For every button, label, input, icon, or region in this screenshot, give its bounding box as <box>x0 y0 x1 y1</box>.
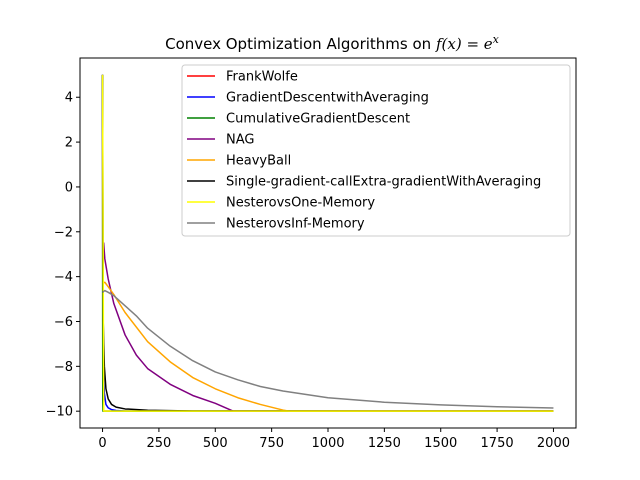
y-tick-label-1: 2 <box>65 136 73 151</box>
legend-label-4: HeavyBall <box>226 154 291 169</box>
y-tick-label-4: −4 <box>54 270 73 285</box>
y-axis-ticks: 4 2 0 −2 −4 −6 −8 −10 <box>46 91 80 420</box>
y-tick-label-2: 0 <box>65 180 73 195</box>
legend-label-7: NesterovsInf-Memory <box>226 217 365 232</box>
y-tick-label-0: 4 <box>65 91 73 106</box>
x-tick-label-5: 1250 <box>368 436 401 451</box>
legend-items: FrankWolfe GradientDescentwithAveraging Cu… <box>187 70 541 232</box>
series-line-7 <box>102 289 554 409</box>
series-line-4 <box>102 281 554 412</box>
x-tick-label-0: 0 <box>98 436 106 451</box>
legend-label-2: CumulativeGradientDescent <box>226 112 410 127</box>
chart-title: Convex Optimization Algorithms on f(x) =… <box>165 33 500 53</box>
x-tick-label-8: 2000 <box>537 436 570 451</box>
x-tick-label-7: 1750 <box>481 436 514 451</box>
y-tick-label-3: −2 <box>54 225 73 240</box>
x-tick-label-6: 1500 <box>424 436 457 451</box>
series-line-6 <box>101 74 554 412</box>
series-layer <box>101 74 554 412</box>
y-tick-label-5: −6 <box>54 315 73 330</box>
chart-title-math: f(x) = e <box>435 35 493 53</box>
legend-label-0: FrankWolfe <box>226 70 298 85</box>
series-line-3 <box>102 242 554 412</box>
x-tick-label-3: 750 <box>259 436 284 451</box>
x-axis-ticks: 0 250 500 750 1000 1250 1500 1750 2000 <box>98 428 570 451</box>
legend: FrankWolfe GradientDescentwithAveraging Cu… <box>181 64 571 237</box>
legend-label-3: NAG <box>226 133 254 148</box>
legend-box <box>181 64 571 237</box>
y-tick-label-7: −10 <box>46 405 73 420</box>
chart-title-exponent: x <box>493 33 500 46</box>
chart-title-main: Convex Optimization Algorithms on <box>165 35 436 53</box>
legend-label-1: GradientDescentwithAveraging <box>226 91 429 106</box>
x-tick-label-4: 1000 <box>311 436 344 451</box>
legend-label-5: Single-gradient-callExtra-gradientWithAv… <box>226 175 541 190</box>
x-tick-label-2: 500 <box>203 436 228 451</box>
y-tick-label-6: −8 <box>54 360 73 375</box>
x-tick-label-1: 250 <box>146 436 171 451</box>
legend-label-6: NesterovsOne-Memory <box>226 196 375 211</box>
